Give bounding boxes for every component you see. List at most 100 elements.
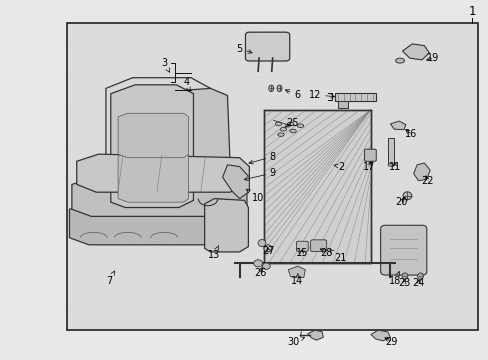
Text: 26: 26 <box>253 267 265 278</box>
Point <box>320 138 327 144</box>
Point <box>70 26 78 32</box>
Point <box>464 126 472 132</box>
Point <box>356 130 364 136</box>
Point <box>216 185 224 191</box>
Point <box>263 185 270 190</box>
Point <box>203 277 210 283</box>
Point <box>117 243 124 248</box>
Point <box>360 293 368 299</box>
Point <box>138 275 146 281</box>
Point <box>364 175 372 181</box>
Point <box>75 324 82 330</box>
Point <box>426 121 434 127</box>
Point <box>302 188 310 194</box>
Point <box>281 258 289 264</box>
Point <box>307 224 315 230</box>
Point <box>125 105 133 111</box>
Point <box>169 302 177 308</box>
Point <box>316 179 324 184</box>
Point <box>145 106 153 112</box>
Text: 20: 20 <box>394 197 407 207</box>
Point <box>414 233 422 239</box>
Point <box>82 234 90 239</box>
Point <box>455 217 463 223</box>
Point <box>360 242 368 248</box>
Point <box>111 168 119 174</box>
Point <box>326 206 334 211</box>
Point <box>226 318 234 323</box>
Point <box>392 26 400 31</box>
Point <box>151 175 159 181</box>
Point <box>419 36 427 41</box>
Point <box>103 268 111 274</box>
Point <box>266 137 274 143</box>
Point <box>342 134 350 139</box>
Point <box>271 143 279 149</box>
Point <box>198 251 205 257</box>
Point <box>84 147 92 152</box>
Point <box>370 282 378 288</box>
Point <box>465 170 472 176</box>
Point <box>314 184 322 189</box>
Point <box>444 181 451 187</box>
Point <box>236 104 244 110</box>
Point <box>185 295 193 301</box>
Point <box>150 271 158 277</box>
Point <box>250 103 258 108</box>
Point <box>116 24 123 30</box>
Point <box>402 325 409 330</box>
Point <box>224 187 232 193</box>
Point <box>394 56 402 62</box>
Point <box>294 78 302 84</box>
Point <box>224 313 232 319</box>
Point <box>147 90 155 95</box>
Point <box>136 254 144 260</box>
Point <box>204 293 212 299</box>
Point <box>245 46 253 52</box>
Point <box>441 278 449 283</box>
Point <box>212 262 220 268</box>
Point <box>405 124 412 130</box>
Point <box>175 67 183 72</box>
Point <box>264 279 272 285</box>
Point <box>369 49 377 55</box>
Point <box>114 166 122 172</box>
Point <box>223 61 230 67</box>
Point <box>102 78 110 84</box>
Point <box>378 269 386 275</box>
Point <box>300 304 307 310</box>
Point <box>116 225 123 230</box>
Ellipse shape <box>264 245 271 252</box>
Point <box>72 41 80 46</box>
Point <box>317 300 325 305</box>
Point <box>288 280 296 286</box>
Point <box>165 235 173 241</box>
Point <box>408 273 416 279</box>
Point <box>341 67 349 73</box>
Point <box>433 147 441 153</box>
Point <box>122 59 130 64</box>
Point <box>454 184 462 190</box>
Point <box>309 199 317 204</box>
Point <box>321 322 328 328</box>
Point <box>247 47 255 53</box>
Point <box>152 321 160 327</box>
Point <box>264 94 272 100</box>
Point <box>419 258 427 264</box>
Point <box>368 279 376 285</box>
Point <box>345 111 353 117</box>
Point <box>288 280 296 285</box>
Point <box>303 77 310 83</box>
Point <box>300 247 307 253</box>
Point <box>417 87 425 93</box>
Point <box>399 51 407 57</box>
Point <box>258 250 266 256</box>
Point <box>83 139 91 144</box>
Point <box>378 142 386 148</box>
Point <box>311 183 319 189</box>
Point <box>243 37 251 43</box>
Point <box>233 215 241 220</box>
Point <box>248 58 256 64</box>
Point <box>407 320 415 325</box>
Point <box>172 92 180 98</box>
